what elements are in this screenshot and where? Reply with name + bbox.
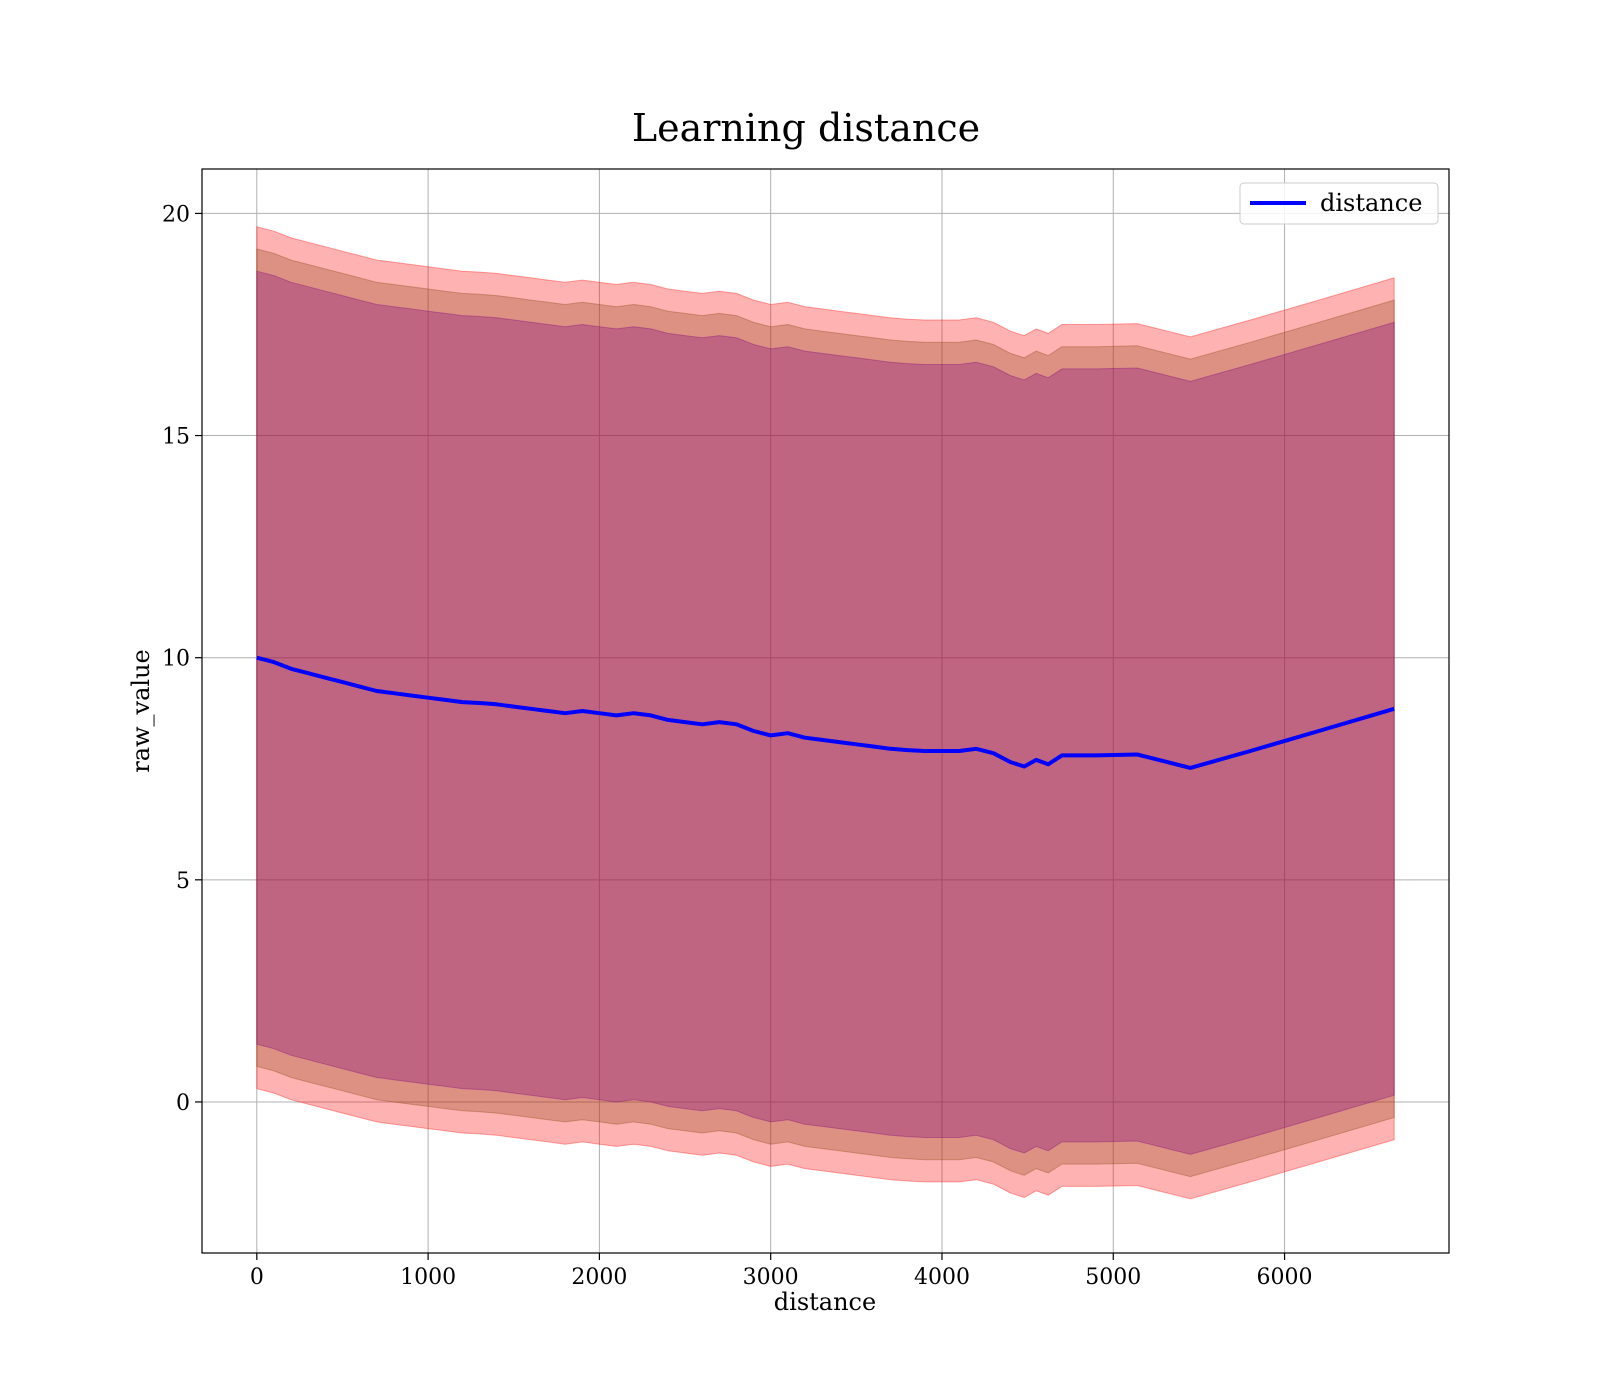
legend: distance	[1239, 182, 1439, 225]
x-tick-label: 1000	[400, 1265, 456, 1290]
y-tick-label: 10	[162, 647, 190, 672]
x-tick-label: 6000	[1257, 1265, 1313, 1290]
legend-box	[1239, 182, 1439, 225]
band-layer	[256, 226, 1395, 1200]
y-tick-label: 15	[162, 425, 190, 450]
chart-title: Learning distance	[632, 106, 980, 150]
x-tick-label: 3000	[743, 1265, 799, 1290]
y-tick-label: 20	[162, 202, 190, 227]
x-axis-label: distance	[774, 1288, 876, 1316]
band-inner	[256, 270, 1395, 1155]
x-tick-label: 5000	[1085, 1265, 1141, 1290]
band-outer	[256, 226, 1395, 1200]
tick-layer: 0 1000 2000 3000 4000 5000 6000 0 5 10 15 20	[162, 202, 1313, 1290]
y-tick-label: 0	[176, 1091, 190, 1116]
series-line-distance	[256, 655, 1395, 770]
grid-layer	[202, 169, 1449, 1253]
y-tick-label: 5	[176, 869, 190, 894]
x-tick-label: 2000	[571, 1265, 627, 1290]
line-layer	[256, 655, 1395, 770]
y-axis-label: raw_value	[127, 649, 155, 773]
plot-frame	[201, 168, 1450, 1254]
band-middle	[256, 248, 1395, 1178]
x-tick-label: 0	[250, 1265, 264, 1290]
x-tick-label: 4000	[914, 1265, 970, 1290]
legend-label-distance: distance	[1320, 189, 1422, 217]
